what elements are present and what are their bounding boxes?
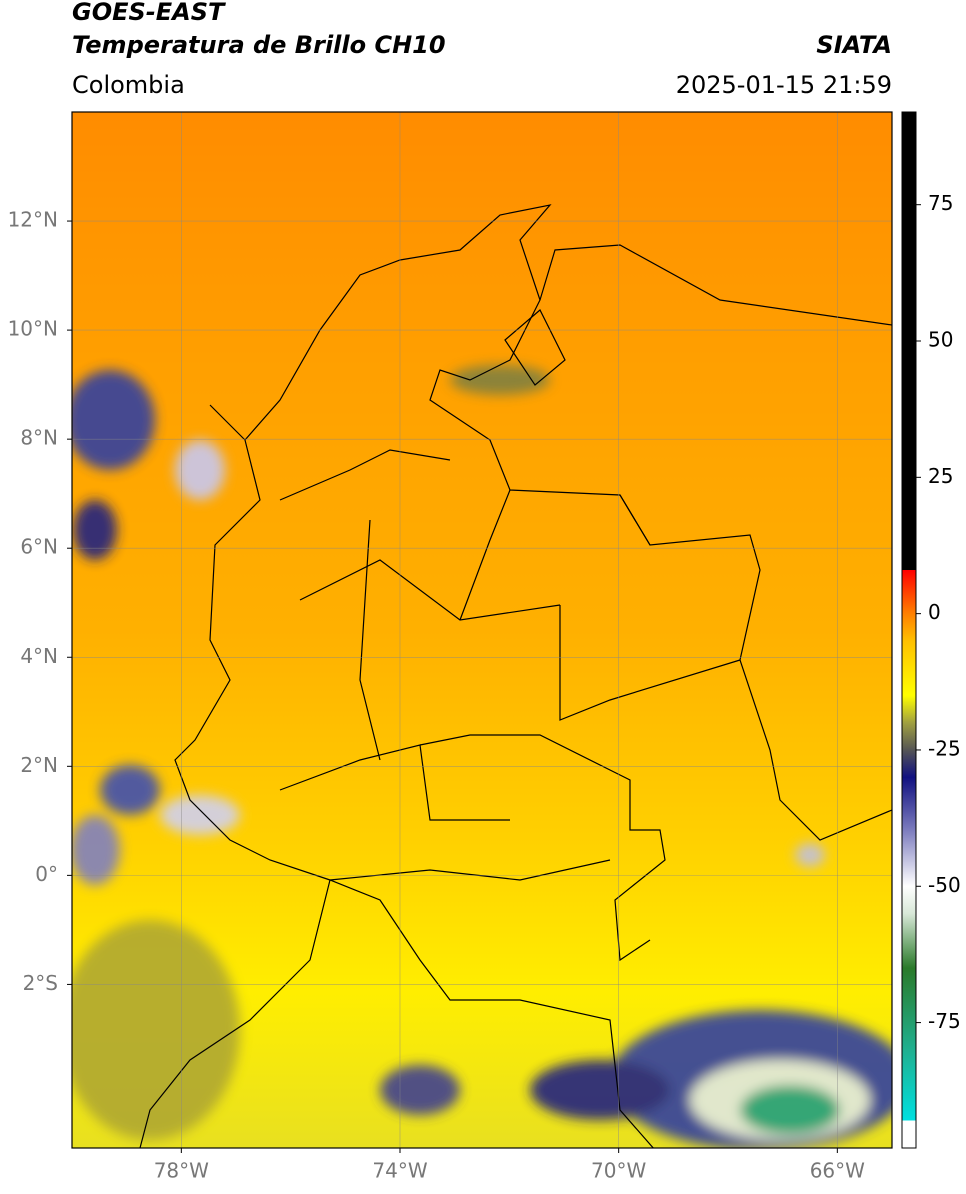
- lat-tick-label: 10°N: [8, 317, 58, 341]
- lon-tick-label: 74°W: [372, 1159, 427, 1183]
- lon-tick-label: 66°W: [810, 1159, 865, 1183]
- colorbar-tick-label: 25: [928, 464, 953, 488]
- datetime: 2025-01-15 21:59: [676, 71, 892, 99]
- source: SIATA: [816, 31, 892, 59]
- subtitle: Temperatura de Brillo CH10: [72, 31, 446, 59]
- colorbar: [901, 111, 917, 1149]
- lon-tick-label: 78°W: [154, 1159, 209, 1183]
- colorbar-tick-label: -25: [928, 736, 961, 760]
- lat-tick-label: 0°: [35, 862, 58, 886]
- lat-tick-label: 2°S: [23, 971, 58, 995]
- lat-tick-label: 8°N: [20, 426, 58, 450]
- map-frame: [71, 111, 893, 1149]
- colorbar-tick-label: -75: [928, 1009, 961, 1033]
- lon-tick-label: 70°W: [591, 1159, 646, 1183]
- lat-tick-label: 2°N: [20, 753, 58, 777]
- lat-tick-label: 6°N: [20, 535, 58, 559]
- colorbar-tick-label: 0: [928, 600, 941, 624]
- lat-tick-label: 4°N: [20, 644, 58, 668]
- colorbar-tick-label: -50: [928, 873, 961, 897]
- satellite-image: [72, 112, 892, 1148]
- title: GOES-EAST: [72, 0, 226, 26]
- colorbar-tick-label: 50: [928, 328, 953, 352]
- lat-tick-label: 12°N: [8, 208, 58, 232]
- graticule: [72, 112, 892, 1148]
- region: Colombia: [72, 71, 185, 99]
- colorbar-tick-label: 75: [928, 191, 953, 215]
